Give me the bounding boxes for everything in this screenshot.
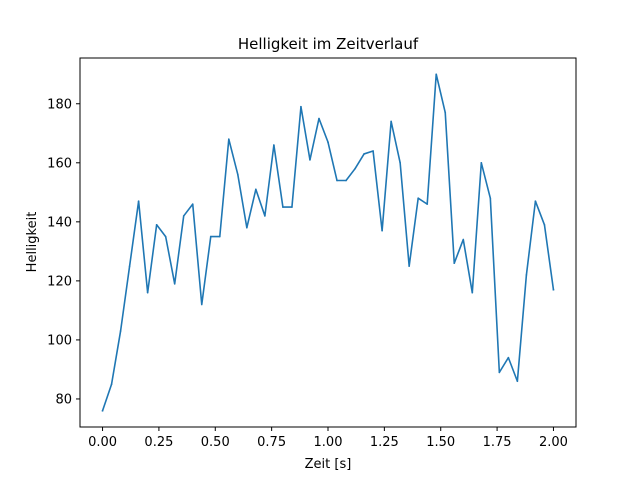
data-point bbox=[146, 291, 149, 294]
data-point bbox=[507, 356, 510, 359]
data-point bbox=[408, 265, 410, 267]
x-tick-label: 1.00 bbox=[314, 435, 343, 450]
data-point bbox=[218, 235, 221, 238]
x-axis: 0.00 0.25 0.50 0.75 1.00 1.25 1.50 1.75 2.00 bbox=[88, 427, 568, 450]
data-point bbox=[128, 265, 131, 267]
data-point bbox=[453, 262, 456, 264]
chart-title: Helligkeit im Zeitverlauf bbox=[238, 35, 419, 53]
data-point bbox=[318, 117, 320, 120]
data-point bbox=[426, 203, 429, 205]
data-point bbox=[237, 173, 239, 176]
data-point bbox=[327, 141, 329, 143]
data-point bbox=[417, 197, 419, 200]
x-tick-label: 1.25 bbox=[370, 435, 399, 450]
y-tick-label: 140 bbox=[47, 215, 72, 230]
data-point bbox=[552, 288, 555, 291]
data-point bbox=[155, 223, 158, 226]
data-point bbox=[354, 167, 356, 170]
data-point bbox=[228, 138, 230, 140]
x-tick-label: 2.00 bbox=[539, 435, 568, 450]
data-point bbox=[264, 215, 266, 217]
data-point bbox=[119, 330, 122, 332]
data-point bbox=[191, 203, 194, 205]
data-point bbox=[273, 144, 275, 146]
x-tick-label: 1.75 bbox=[483, 435, 512, 450]
data-point bbox=[291, 206, 293, 208]
data-point bbox=[543, 223, 546, 226]
data-point bbox=[110, 383, 113, 386]
data-point bbox=[498, 371, 501, 374]
y-tick-label: 80 bbox=[55, 392, 72, 407]
data-point bbox=[471, 291, 474, 294]
data-point bbox=[300, 105, 302, 108]
x-tick-label: 0.50 bbox=[201, 435, 230, 450]
data-point bbox=[489, 197, 492, 200]
x-axis-label: Zeit [s] bbox=[305, 457, 352, 472]
series-line bbox=[101, 73, 555, 412]
y-tick-label: 100 bbox=[47, 333, 72, 348]
y-axis: 80 100 120 140 160 180 bbox=[47, 97, 80, 407]
data-point bbox=[363, 153, 365, 155]
data-point bbox=[173, 283, 176, 285]
y-tick-label: 180 bbox=[47, 97, 72, 112]
y-tick-label: 120 bbox=[47, 274, 72, 289]
data-point bbox=[525, 274, 528, 276]
data-point bbox=[435, 73, 438, 76]
data-point bbox=[282, 206, 284, 208]
x-tick-label: 0.75 bbox=[257, 435, 286, 450]
data-point bbox=[372, 150, 374, 152]
data-point bbox=[200, 303, 203, 306]
data-point bbox=[182, 215, 185, 217]
data-point bbox=[462, 238, 465, 241]
plot-area bbox=[101, 73, 555, 412]
data-point bbox=[246, 226, 248, 229]
data-point bbox=[101, 409, 104, 412]
x-tick-label: 0.00 bbox=[88, 435, 117, 450]
data-point bbox=[399, 162, 401, 164]
data-point bbox=[444, 111, 447, 114]
data-point bbox=[255, 188, 257, 191]
data-point bbox=[390, 120, 392, 123]
y-tick-label: 160 bbox=[47, 156, 72, 171]
data-point bbox=[164, 235, 167, 238]
data-point bbox=[137, 200, 140, 202]
x-tick-label: 1.50 bbox=[426, 435, 455, 450]
data-point bbox=[516, 380, 519, 383]
data-point bbox=[381, 229, 383, 232]
data-point bbox=[336, 179, 338, 182]
y-axis-label: Helligkeit bbox=[25, 212, 40, 273]
data-point bbox=[345, 179, 347, 182]
data-point bbox=[209, 235, 212, 238]
data-point bbox=[309, 159, 311, 161]
data-point bbox=[480, 162, 483, 164]
data-point bbox=[534, 200, 537, 202]
x-tick-label: 0.25 bbox=[144, 435, 173, 450]
